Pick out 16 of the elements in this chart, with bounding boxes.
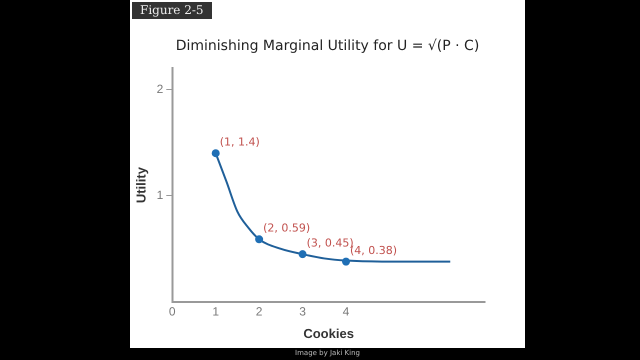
x-tick-label: 2 bbox=[256, 304, 263, 319]
data-label: (3, 0.45) bbox=[306, 236, 354, 250]
point bbox=[212, 149, 220, 158]
x-tick-label: 3 bbox=[299, 304, 306, 319]
x-tick-label: 0 bbox=[168, 304, 176, 319]
x-axis-title: Cookies bbox=[303, 326, 354, 341]
point bbox=[255, 235, 264, 244]
chart-title: Diminishing Marginal Utility for U = √(P · C) bbox=[174, 38, 480, 54]
x-tick-label: 4 bbox=[342, 304, 350, 319]
data-label: (1, 1.4) bbox=[220, 136, 260, 149]
point bbox=[342, 258, 350, 266]
x-tick-label: 1 bbox=[212, 304, 220, 319]
y-axis-title: Utility bbox=[133, 166, 148, 204]
point bbox=[298, 250, 307, 258]
caption: Figure 2-5 bbox=[132, 2, 212, 19]
data-label: (2, 0.59) bbox=[263, 222, 310, 235]
